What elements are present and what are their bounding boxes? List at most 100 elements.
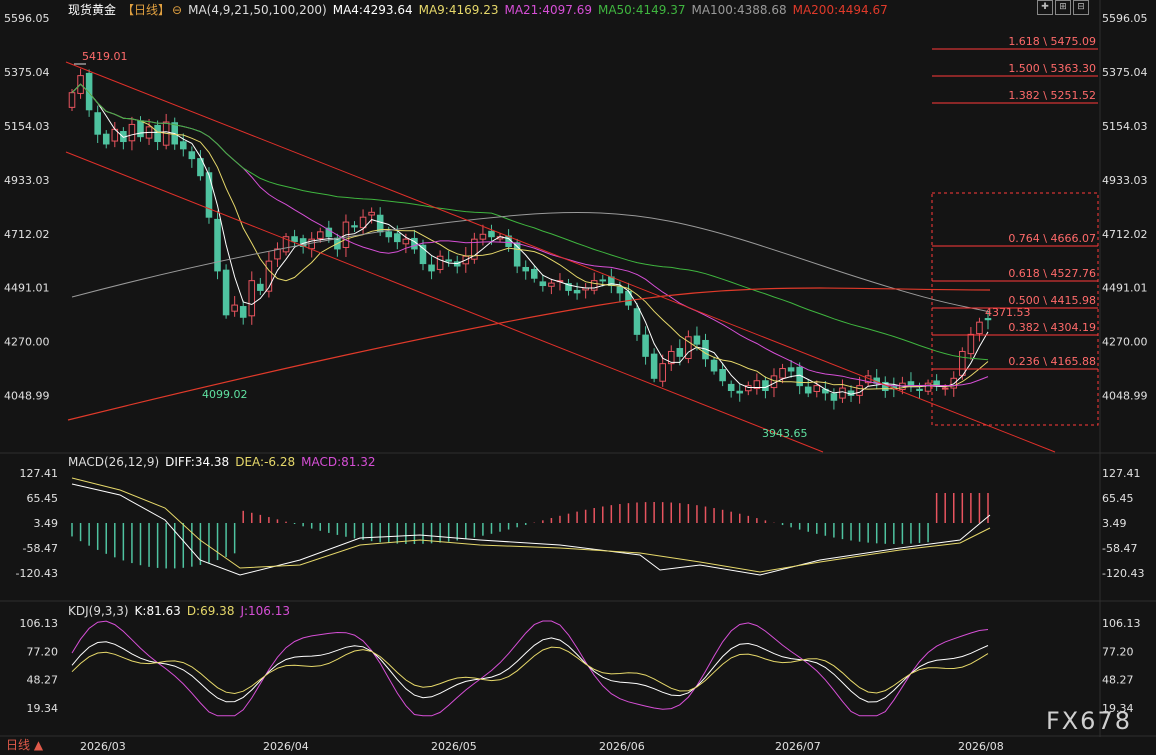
ma9-line [71,83,989,390]
chart-header: 现货黄金 【日线】 ⊖ MA(4,9,21,50,100,200) MA4:4293.6… [68,1,894,18]
macd-tick-left: 127.41 [20,467,59,480]
y-tick-label-left: 4933.03 [4,174,50,187]
y-tick-label-right: 5596.05 [1102,12,1148,25]
candle-body [188,151,196,160]
macd-value: MACD:81.32 [301,455,376,469]
candle-body [659,363,666,382]
candle-body [530,268,538,279]
candle-body [205,172,213,218]
macd-tick-left: 65.45 [27,492,59,505]
candle-body [727,383,735,392]
ma200-value: MA200:4494.67 [792,3,888,17]
y-tick-label-right: 4048.99 [1102,390,1148,403]
y-tick-label-left: 4048.99 [4,390,50,403]
candle-body [616,286,624,294]
candle-body [402,238,410,245]
candle-body [368,211,375,216]
macd-header: MACD(26,12,9) DIFF:34.38 DEA:-6.28 MACD:81.… [68,455,382,469]
candle-body [736,390,744,394]
kdj-j: J:106.13 [240,604,291,618]
candle-body [94,112,101,135]
trend-line-upper [65,61,1056,453]
crosshair-icon[interactable]: ✚ [1037,0,1053,15]
ma21-value: MA21:4097.69 [504,3,592,17]
candle-body [137,120,144,138]
candle-body [667,350,675,365]
candle-body [128,123,136,142]
candle-body [488,230,495,238]
fib-level-label: 0.500 \ 4415.98 [1008,294,1096,307]
candle-body [154,124,161,143]
macd-title: MACD(26,12,9) [68,455,160,469]
ma21-line [71,83,989,387]
candle-body [351,225,358,228]
y-tick-label-right: 4491.01 [1102,282,1148,295]
zoom-in-icon[interactable]: ⊞ [1055,0,1071,15]
candle-body [180,141,187,150]
kdj-tick-right: 19.34 [1102,702,1134,715]
x-tick-label: 2026/08 [958,740,1004,753]
candle-body [693,335,701,345]
candle-body [291,236,298,243]
ma200-line [67,287,991,421]
candle-body [753,380,761,390]
candle-body [231,304,238,312]
candle-body [924,382,932,392]
candle-body [248,280,256,317]
candle-body [197,158,204,177]
settings-icon[interactable]: ⊖ [172,3,183,17]
kdj-header: KDJ(9,3,3) K:81.63 D:69.38 J:106.13 [68,604,296,618]
x-tick-label: 2026/04 [263,740,309,753]
candle-body [745,385,752,392]
candle-body [599,279,607,282]
macd-tick-right: -58.47 [1102,542,1137,555]
kdj-k-line [71,637,989,703]
ma100-line [71,211,991,313]
fib-level-label: 1.500 \ 5363.30 [1008,62,1096,75]
y-tick-label-left: 5154.03 [4,120,50,133]
kdj-tick-left: 106.13 [20,617,59,630]
candle-body [436,255,444,270]
kdj-tick-right: 48.27 [1102,674,1134,687]
kdj-k: K:81.63 [134,604,181,618]
candle-body [813,385,821,392]
annotation-low-1: 4099.02 [202,388,248,401]
candle-body [685,336,692,360]
macd-tick-left: -58.47 [23,542,58,555]
candle-body [676,348,684,357]
x-tick-label: 2026/03 [80,740,126,753]
candle-body [214,218,221,272]
candle-body [68,92,76,108]
macd-diff-line [71,483,991,576]
period-tag[interactable]: 【日线】 [122,3,171,17]
ma50-line [71,83,989,361]
candle-body [573,289,581,294]
y-tick-label-right: 5154.03 [1102,120,1148,133]
period-switch[interactable]: 日线 ▲ [6,738,44,752]
candle-body [710,359,718,372]
candle-body [479,233,487,240]
candle-body [282,236,290,253]
kdj-d-line [71,646,989,695]
candle-body [325,227,333,238]
candle-body [650,353,658,379]
zoom-out-icon[interactable]: ⊟ [1073,0,1089,15]
candle-body [804,386,812,394]
ma-params: MA(4,9,21,50,100,200) [188,3,327,17]
candle-body [916,388,923,392]
kdj-tick-right: 77.20 [1102,645,1134,658]
candle-body [316,231,324,239]
candle-body [428,264,435,272]
y-tick-label-right: 4933.03 [1102,174,1148,187]
candle-body [85,72,93,111]
watermark-logo: FX678 [1045,707,1132,735]
fib-level-label: 0.382 \ 4304.19 [1008,321,1096,334]
fib-level-label: 1.618 \ 5475.09 [1008,35,1096,48]
fib-level-label: 0.618 \ 4527.76 [1008,267,1096,280]
candle-body [445,259,452,262]
ma100-value: MA100:4388.68 [691,3,787,17]
candle-body [702,339,709,360]
y-tick-label-left: 4270.00 [4,336,50,349]
